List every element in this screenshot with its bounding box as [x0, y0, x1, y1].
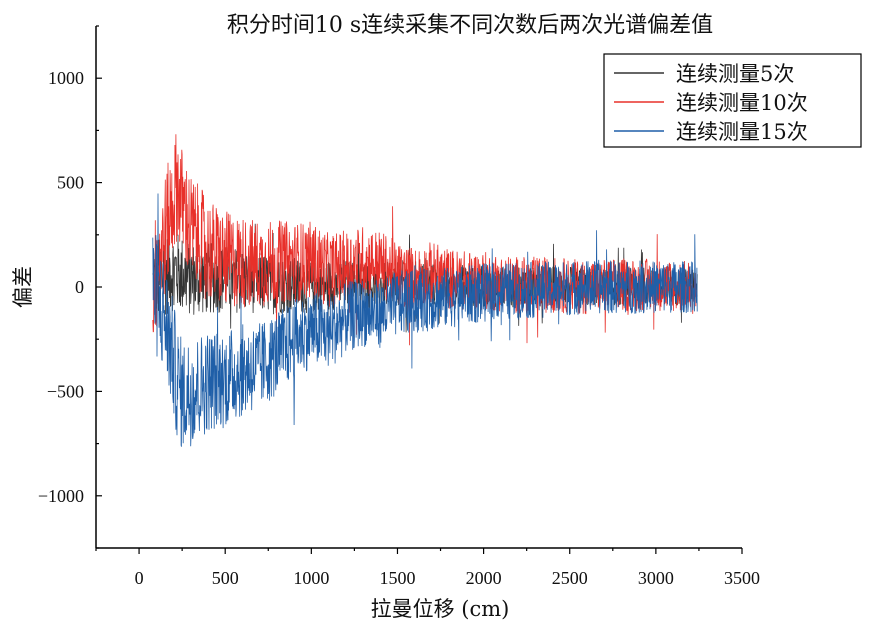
- x-tick-label: 3500: [724, 568, 760, 588]
- legend-label-3: 连续测量15次: [676, 120, 808, 144]
- y-tick-label: 1000: [48, 68, 84, 88]
- y-axis-label: 偏差: [11, 266, 35, 308]
- x-tick-label: 2000: [466, 568, 502, 588]
- x-tick-label: 1000: [293, 568, 329, 588]
- x-axis-label: 拉曼位移 (cm): [371, 597, 510, 621]
- y-tick-label: −1000: [38, 486, 84, 506]
- plot-area: [152, 134, 698, 447]
- x-tick-label: 1500: [379, 568, 415, 588]
- y-tick-label: 500: [57, 173, 84, 193]
- y-axis-ticks: −1000 −500 0 500 1000: [38, 25, 102, 549]
- chart-title: 积分时间10 s连续采集不同次数后两次光谱偏差值: [227, 13, 713, 38]
- series-line-3: [152, 193, 698, 447]
- legend-label-1: 连续测量5次: [676, 62, 794, 86]
- legend-label-2: 连续测量10次: [676, 91, 808, 115]
- x-tick-label: 500: [212, 568, 239, 588]
- x-axis-ticks: 0 500 1000 1500 2000 2500 3000 3500: [95, 548, 760, 588]
- y-tick-label: 0: [75, 277, 84, 297]
- x-tick-label: 2500: [552, 568, 588, 588]
- x-tick-label: 0: [135, 568, 144, 588]
- y-tick-label: −500: [47, 381, 84, 401]
- x-tick-label: 3000: [638, 568, 674, 588]
